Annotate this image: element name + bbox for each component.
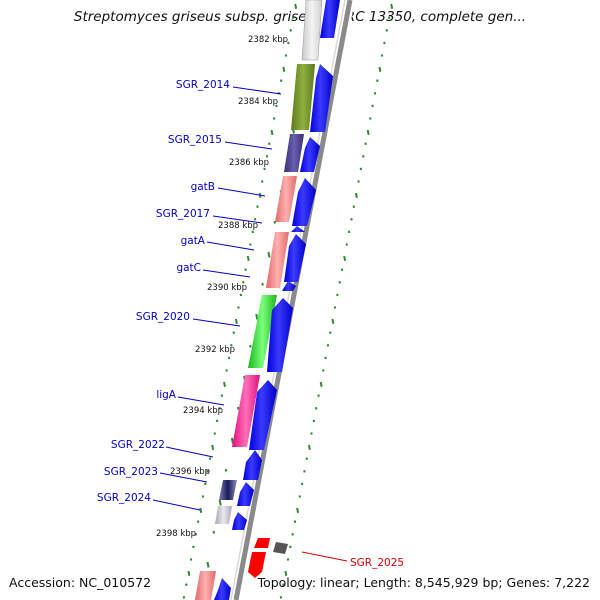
outer-dotted-track (279, 3, 394, 599)
tick-label: 2384 kbp (238, 97, 278, 107)
map-title: Streptomyces griseus subsp. griseus NBRC… (73, 9, 527, 25)
gene-bar-SGR_2023 (219, 480, 237, 500)
arrow-top (320, 0, 340, 38)
gene-label[interactable]: ligA (156, 389, 176, 401)
gene-SGR_2025-a (254, 538, 270, 548)
gene-SGR_2025-b (248, 552, 266, 578)
gene-bar-ligA (232, 375, 260, 447)
gene-label[interactable]: gatC (176, 262, 201, 274)
label-leaders (152, 86, 348, 562)
tick-label: 2388 kbp (218, 221, 258, 231)
gene-label[interactable]: SGR_2017 (156, 208, 210, 220)
gene-label[interactable]: SGR_2022 (111, 439, 165, 451)
kbp-ticks: 2382 kbp 2384 kbp 2386 kbp 2388 kbp 2390… (156, 35, 288, 539)
gene-label[interactable]: SGR_2025 (350, 557, 404, 569)
gene-bar-SGR_2014 (291, 64, 315, 130)
tick-label: 2396 kbp (170, 467, 210, 477)
tick-label: 2392 kbp (195, 345, 235, 355)
tick-label: 2398 kbp (156, 529, 196, 539)
arrow-SGR_2014 (310, 64, 333, 132)
arrow-SGR_2024 (232, 512, 247, 530)
topology-text: Topology: linear; Length: 8,545,929 bp; … (257, 575, 590, 590)
gene-bar-gatB (275, 176, 297, 222)
gene-label[interactable]: SGR_2014 (176, 79, 230, 91)
gene-label[interactable]: SGR_2015 (168, 134, 222, 146)
gene-arrows (214, 0, 340, 600)
arrow-SGR_2022 (243, 450, 262, 480)
gene-label[interactable]: SGR_2020 (136, 311, 190, 323)
gene-label[interactable]: gatB (191, 181, 215, 193)
gene-bar-bottom (195, 571, 216, 600)
gene-bar-SGR_2015 (284, 134, 304, 172)
gene-label[interactable]: SGR_2024 (97, 492, 151, 504)
gene-labels: SGR_2014 SGR_2015 gatB SGR_2017 gatA gat… (97, 79, 404, 569)
gene-label[interactable]: gatA (181, 235, 206, 247)
accession-text: Accession: NC_010572 (9, 575, 152, 590)
arrow-gatB (292, 178, 316, 226)
gene-bar-SGR_2020 (248, 295, 277, 368)
tick-label: 2394 kbp (183, 406, 223, 416)
tick-label: 2390 kbp (207, 283, 247, 293)
tick-label: 2386 kbp (229, 158, 269, 168)
arrow-SGR_2017 (291, 226, 305, 232)
arrow-gatA (284, 234, 306, 282)
arrow-SGR_2020 (267, 298, 293, 372)
gene-gray-small (273, 542, 288, 554)
arrow-gatC (282, 281, 296, 291)
arrow-bottom (214, 578, 231, 600)
arrow-ligA (249, 380, 277, 450)
arrow-SGR_2015 (300, 137, 320, 172)
gene-label[interactable]: SGR_2023 (104, 466, 158, 478)
reverse-genes (248, 538, 288, 578)
gene-bar-top (301, 0, 323, 61)
gene-bar-gatA (266, 232, 289, 288)
arrow-SGR_2023 (237, 482, 254, 506)
gene-bar-SGR_2024 (215, 506, 232, 524)
tick-label: 2382 kbp (248, 35, 288, 45)
gene-bars (195, 0, 323, 600)
